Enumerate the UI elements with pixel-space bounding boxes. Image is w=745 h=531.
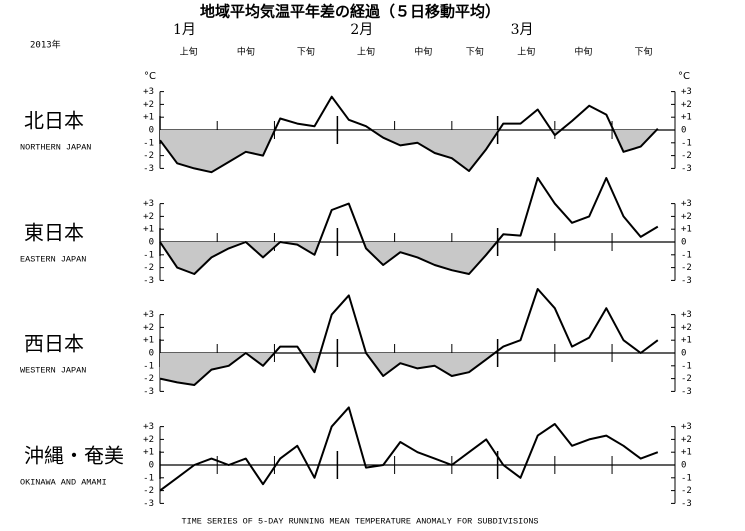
region-name-en: NORTHERN JAPAN bbox=[20, 142, 91, 152]
y-tick-label: +3 bbox=[143, 87, 154, 97]
y-tick-label-right: -3 bbox=[681, 276, 692, 286]
y-tick-label-right: -3 bbox=[681, 499, 692, 509]
y-tick-label: +2 bbox=[143, 212, 154, 222]
y-tick-label: +1 bbox=[143, 225, 154, 235]
year-label: 2013年 bbox=[30, 39, 61, 51]
series-line bbox=[159, 288, 659, 386]
negative-area bbox=[160, 242, 658, 274]
y-tick-label: -3 bbox=[143, 276, 154, 286]
y-tick-label-right: -1 bbox=[681, 361, 692, 371]
y-tick-label-right: +2 bbox=[681, 212, 692, 222]
dekad-label: 下旬 bbox=[297, 46, 315, 58]
y-tick-label: 0 bbox=[149, 238, 154, 248]
dekad-label: 中旬 bbox=[574, 46, 592, 58]
negative-area bbox=[160, 130, 658, 173]
y-tick-label-right: 0 bbox=[681, 349, 686, 359]
region-name: 東日本 bbox=[24, 221, 84, 245]
y-tick-label-right: -2 bbox=[681, 486, 692, 496]
y-tick-label: -2 bbox=[143, 151, 154, 161]
y-tick-label: -1 bbox=[143, 473, 154, 483]
y-tick-label: +1 bbox=[143, 336, 154, 346]
y-tick-label: +1 bbox=[143, 113, 154, 123]
region-name-en: EASTERN JAPAN bbox=[20, 254, 86, 264]
dekad-label: 上旬 bbox=[180, 46, 198, 58]
region-name: 沖縄・奄美 bbox=[24, 444, 124, 468]
region-name-en: OKINAWA AND AMAMI bbox=[20, 477, 107, 487]
month-label: 2月 bbox=[350, 22, 373, 38]
y-tick-label-right: +1 bbox=[681, 448, 692, 458]
y-tick-label-right: -3 bbox=[681, 387, 692, 397]
footer: TIME SERIES OF 5-DAY RUNNING MEAN TEMPER… bbox=[181, 516, 538, 526]
y-tick-label: +1 bbox=[143, 448, 154, 458]
y-tick-label: +2 bbox=[143, 323, 154, 333]
dekad-label: 下旬 bbox=[466, 46, 484, 58]
y-tick-label-right: -3 bbox=[681, 164, 692, 174]
y-tick-label-right: +1 bbox=[681, 336, 692, 346]
chart-title: 地域平均気温平年差の経過（５日移動平均） bbox=[200, 3, 500, 21]
dekad-label: 上旬 bbox=[517, 46, 535, 58]
y-tick-label: -3 bbox=[143, 387, 154, 397]
y-tick-label-right: -2 bbox=[681, 374, 692, 384]
y-tick-label-right: -1 bbox=[681, 138, 692, 148]
y-tick-label-right: -1 bbox=[681, 473, 692, 483]
y-tick-label-right: +2 bbox=[681, 435, 692, 445]
y-tick-label: +3 bbox=[143, 310, 154, 320]
y-tick-label: 0 bbox=[149, 461, 154, 471]
dekad-label: 中旬 bbox=[414, 46, 432, 58]
y-tick-label: -1 bbox=[143, 361, 154, 371]
y-tick-label-right: +3 bbox=[681, 87, 692, 97]
region-name-en: WESTERN JAPAN bbox=[20, 365, 86, 375]
y-tick-label: +2 bbox=[143, 435, 154, 445]
y-tick-label: +3 bbox=[143, 199, 154, 209]
series-line bbox=[159, 95, 659, 174]
dekad-label: 上旬 bbox=[357, 46, 375, 58]
region-name: 北日本 bbox=[24, 109, 84, 133]
y-tick-label-right: 0 bbox=[681, 126, 686, 136]
y-tick-label-right: +2 bbox=[681, 323, 692, 333]
y-tick-label-right: +2 bbox=[681, 100, 692, 110]
dekad-label: 下旬 bbox=[635, 46, 653, 58]
y-tick-label-right: +1 bbox=[681, 113, 692, 123]
y-tick-label: -2 bbox=[143, 263, 154, 273]
series-line bbox=[159, 177, 659, 275]
negative-area bbox=[160, 353, 658, 385]
y-tick-label-right: +3 bbox=[681, 310, 692, 320]
region-name: 西日本 bbox=[24, 332, 84, 356]
y-tick-label: +2 bbox=[143, 100, 154, 110]
dekad-label: 中旬 bbox=[237, 46, 255, 58]
series-line bbox=[159, 406, 659, 492]
y-tick-label-right: -2 bbox=[681, 263, 692, 273]
y-tick-label-right: +3 bbox=[681, 422, 692, 432]
y-tick-label: -1 bbox=[143, 138, 154, 148]
month-label: 1月 bbox=[173, 22, 196, 38]
month-label: 3月 bbox=[511, 22, 534, 38]
y-tick-label: -1 bbox=[143, 250, 154, 260]
y-tick-label-right: 0 bbox=[681, 461, 686, 471]
y-tick-label: 0 bbox=[149, 349, 154, 359]
y-tick-label: +3 bbox=[143, 422, 154, 432]
y-tick-label: -2 bbox=[143, 374, 154, 384]
y-tick-label: 0 bbox=[149, 126, 154, 136]
y-tick-label-right: +1 bbox=[681, 225, 692, 235]
y-tick-label-right: 0 bbox=[681, 238, 686, 248]
unit-right: °C bbox=[678, 71, 690, 82]
y-tick-label: -3 bbox=[143, 499, 154, 509]
y-tick-label-right: +3 bbox=[681, 199, 692, 209]
y-tick-label-right: -2 bbox=[681, 151, 692, 161]
y-tick-label-right: -1 bbox=[681, 250, 692, 260]
y-tick-label: -3 bbox=[143, 164, 154, 174]
y-tick-label: -2 bbox=[143, 486, 154, 496]
unit-left: °C bbox=[144, 71, 156, 82]
